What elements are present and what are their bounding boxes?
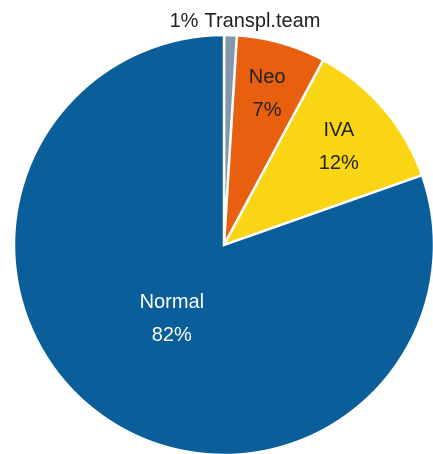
value-label: 7% [253,99,282,121]
value-label: 12% [319,152,359,174]
category-label: Normal [140,291,204,313]
pie-slice [12,33,433,454]
value-label: 82% [152,324,192,346]
value-label: 1% [170,10,199,32]
data-label: 1% Transpl.team [170,10,321,32]
pie-slice [221,58,424,248]
category-label: Neo [249,66,286,88]
category-label: IVA [323,119,354,141]
category-label: Transpl.team [204,10,320,32]
